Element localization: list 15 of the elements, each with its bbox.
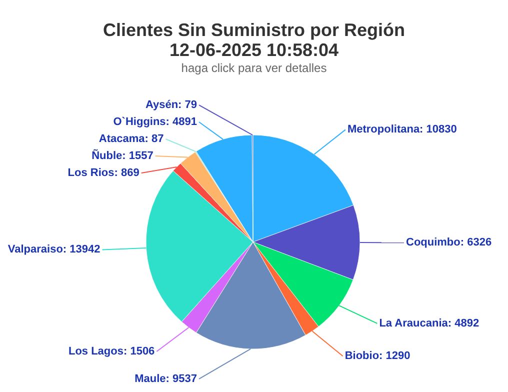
chart-title: Clientes Sin Suministro por Región (102, 20, 406, 40)
slice-label: Los Rios: 869 (68, 167, 140, 179)
slice-label: Valparaiso: 13942 (8, 244, 100, 256)
slice-label: Ñuble: 1557 (92, 149, 154, 162)
text: haga click para ver detalles (181, 61, 327, 75)
slice-label: Coquimbo: 6326 (406, 236, 492, 249)
slice-label: Metropolitana: 10830 (347, 124, 457, 136)
chart-subtitle: 12-06-2025 10:58:04 (169, 40, 339, 60)
slice-label: Aysén: 79 (145, 99, 197, 111)
slice-label: Maule: 9537 (134, 372, 197, 385)
slice-label: Atacama: 87 (98, 133, 164, 145)
slice-label: Los Lagos: 1506 (68, 346, 155, 358)
slice-label: La Araucania: 4892 (379, 317, 480, 330)
slice-label: O`Higgins: 4891 (113, 116, 197, 128)
slice-label: Biobio: 1290 (344, 350, 410, 362)
